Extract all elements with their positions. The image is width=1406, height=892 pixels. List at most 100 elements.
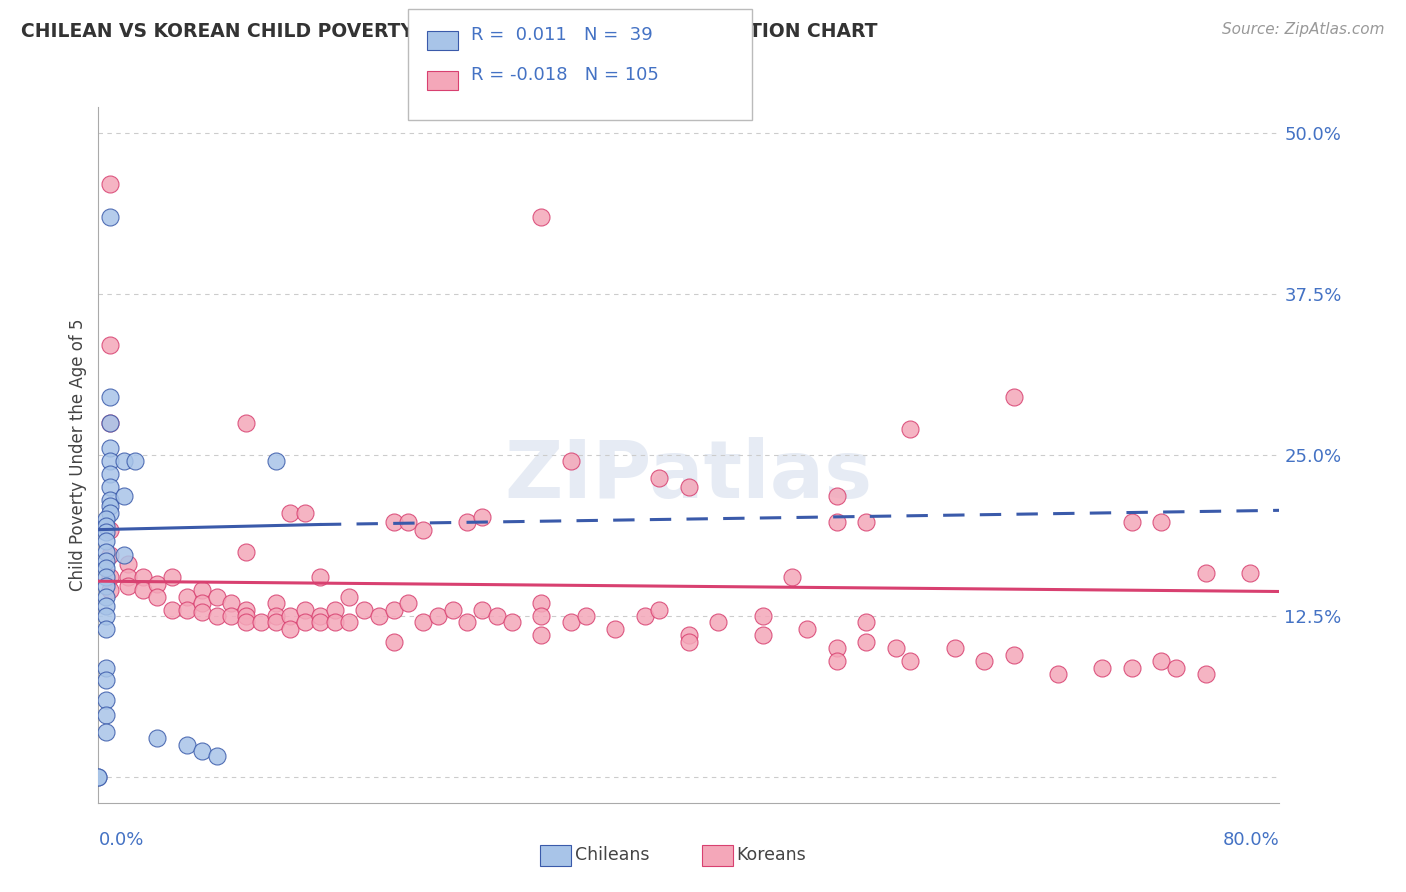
Point — [1002, 648, 1025, 662]
Point — [94, 599, 117, 613]
Point — [1002, 390, 1025, 404]
Point — [146, 731, 169, 746]
Point — [294, 602, 316, 616]
Text: CHILEAN VS KOREAN CHILD POVERTY UNDER THE AGE OF 5 CORRELATION CHART: CHILEAN VS KOREAN CHILD POVERTY UNDER TH… — [21, 22, 877, 41]
Point — [117, 570, 139, 584]
Point — [98, 390, 121, 404]
Point — [87, 770, 110, 784]
Point — [396, 596, 419, 610]
Point — [396, 515, 419, 529]
Point — [530, 609, 553, 624]
Point — [1150, 654, 1173, 668]
Point — [98, 500, 121, 514]
Point — [250, 615, 273, 630]
Point — [825, 654, 848, 668]
Point — [235, 602, 257, 616]
Point — [94, 553, 117, 567]
Point — [382, 515, 405, 529]
Point — [278, 609, 302, 624]
Point — [782, 570, 804, 584]
Point — [176, 738, 198, 752]
Point — [132, 570, 155, 584]
Point — [1195, 566, 1218, 581]
Point — [98, 454, 121, 468]
Point — [456, 615, 478, 630]
Point — [1239, 566, 1261, 581]
Point — [94, 660, 117, 674]
Point — [94, 525, 117, 540]
Point — [94, 512, 117, 526]
Point — [648, 602, 671, 616]
Y-axis label: Child Poverty Under the Age of 5: Child Poverty Under the Age of 5 — [69, 318, 87, 591]
Point — [191, 744, 214, 758]
Point — [337, 615, 360, 630]
Point — [112, 549, 135, 563]
Point — [1164, 660, 1187, 674]
Point — [323, 602, 346, 616]
Point — [162, 570, 183, 584]
Point — [605, 622, 627, 636]
Point — [117, 558, 139, 572]
Text: 0.0%: 0.0% — [98, 831, 143, 849]
Point — [855, 615, 877, 630]
Text: Chileans: Chileans — [575, 847, 650, 864]
Point — [1091, 660, 1114, 674]
Point — [98, 523, 121, 537]
Point — [825, 489, 848, 503]
Point — [94, 534, 117, 549]
Point — [94, 561, 117, 575]
Point — [323, 615, 346, 630]
Point — [796, 622, 818, 636]
Point — [264, 596, 287, 610]
Point — [205, 609, 228, 624]
Point — [98, 416, 121, 430]
Point — [486, 609, 509, 624]
Point — [294, 506, 316, 520]
Point — [94, 725, 117, 739]
Point — [98, 442, 121, 456]
Point — [368, 609, 391, 624]
Point — [98, 583, 121, 598]
Point — [176, 590, 198, 604]
Point — [205, 590, 228, 604]
Point — [264, 615, 287, 630]
Point — [560, 454, 582, 468]
Point — [176, 602, 198, 616]
Point — [751, 609, 773, 624]
Point — [94, 673, 117, 688]
Point — [294, 615, 316, 630]
Point — [678, 480, 700, 494]
Point — [124, 454, 146, 468]
Point — [94, 708, 117, 723]
Point — [825, 641, 848, 656]
Point — [94, 570, 117, 584]
Point — [633, 609, 655, 624]
Point — [427, 609, 450, 624]
Point — [94, 609, 117, 624]
Point — [471, 509, 494, 524]
Point — [87, 770, 110, 784]
Point — [94, 692, 117, 706]
Point — [825, 515, 848, 529]
Point — [382, 634, 405, 648]
Point — [264, 454, 287, 468]
Point — [1195, 667, 1218, 681]
Text: R =  0.011   N =  39: R = 0.011 N = 39 — [471, 26, 652, 44]
Point — [884, 641, 907, 656]
Point — [278, 622, 302, 636]
Point — [382, 602, 405, 616]
Point — [1121, 660, 1143, 674]
Point — [235, 609, 257, 624]
Text: R = -0.018   N = 105: R = -0.018 N = 105 — [471, 66, 659, 84]
Point — [98, 549, 121, 563]
Point — [441, 602, 464, 616]
Point — [973, 654, 995, 668]
Point — [94, 579, 117, 593]
Point — [353, 602, 375, 616]
Point — [162, 602, 183, 616]
Point — [235, 416, 257, 430]
Point — [337, 590, 360, 604]
Point — [678, 634, 700, 648]
Point — [530, 628, 553, 642]
Point — [98, 506, 121, 520]
